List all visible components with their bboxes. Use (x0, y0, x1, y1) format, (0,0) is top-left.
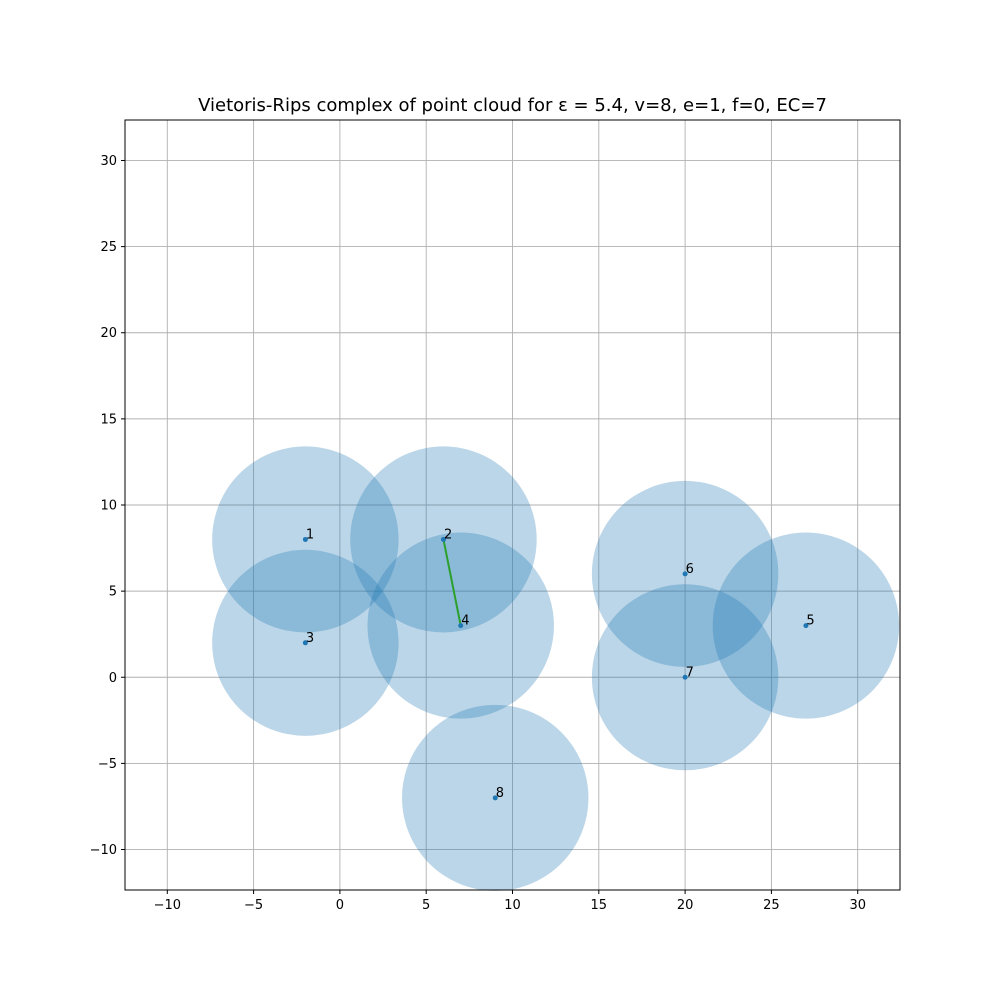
x-tick-label: 15 (591, 898, 608, 913)
x-tick-label: −5 (244, 898, 263, 913)
point-3 (302, 640, 308, 646)
y-tick-label: 15 (100, 412, 117, 427)
point-label-2: 2 (444, 527, 452, 542)
y-tick-label: 30 (100, 154, 117, 169)
point-1 (302, 536, 308, 542)
y-axis: −10 −5 0 5 10 15 20 25 30 (90, 154, 125, 858)
edges (442, 539, 462, 626)
x-axis: −10 −5 0 5 10 15 20 25 30 (154, 890, 866, 913)
point-2 (440, 536, 446, 542)
point-label-8: 8 (496, 786, 504, 801)
y-tick-label: −10 (90, 843, 117, 858)
point-label-6: 6 (686, 562, 694, 577)
point-label-3: 3 (306, 631, 314, 646)
chart-title: Vietoris-Rips complex of point cloud for… (198, 95, 827, 116)
point-label-4: 4 (461, 614, 469, 629)
y-tick-label: 0 (109, 671, 117, 686)
y-tick-label: 10 (100, 499, 117, 514)
edge-2-4 (442, 539, 462, 626)
x-tick-label: 25 (763, 898, 780, 913)
y-tick-label: 25 (100, 240, 117, 255)
y-tick-label: −5 (98, 757, 117, 772)
point-7 (682, 674, 688, 680)
grid (125, 120, 900, 890)
epsilon-balls (212, 446, 900, 891)
point-6 (682, 571, 688, 577)
x-tick-label: −10 (154, 898, 181, 913)
point-label-5: 5 (806, 614, 814, 629)
point-4 (458, 623, 464, 629)
point-label-1: 1 (306, 527, 314, 542)
x-tick-label: 10 (504, 898, 521, 913)
y-tick-label: 5 (109, 585, 117, 600)
points (302, 536, 809, 801)
y-tick-label: 20 (100, 326, 117, 341)
point-5 (803, 623, 809, 629)
point-8 (492, 795, 498, 801)
x-tick-label: 20 (677, 898, 694, 913)
x-tick-label: 0 (336, 898, 344, 913)
x-tick-label: 5 (422, 898, 430, 913)
x-tick-label: 30 (849, 898, 866, 913)
point-label-7: 7 (686, 665, 694, 680)
point-labels: 1 2 3 4 5 6 7 8 (306, 527, 815, 800)
